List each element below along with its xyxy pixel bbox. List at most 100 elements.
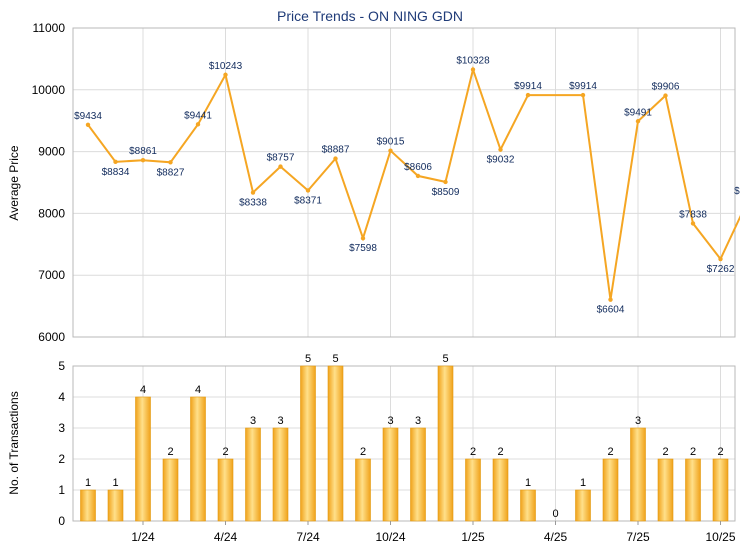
transaction-bar-label: 4 bbox=[140, 384, 146, 396]
price-point bbox=[498, 147, 503, 152]
transaction-bar bbox=[245, 427, 261, 522]
transaction-bar-label: 1 bbox=[525, 477, 531, 489]
price-data-label: $8834 bbox=[102, 167, 130, 178]
transaction-bar-label: 1 bbox=[85, 477, 91, 489]
x-tick-label: 7/25 bbox=[626, 530, 650, 544]
x-tick-label: 1/25 bbox=[461, 530, 485, 544]
price-point bbox=[250, 190, 256, 195]
chart-title: Price Trends - ON NING GDN bbox=[277, 8, 463, 24]
transaction-bar bbox=[272, 427, 289, 522]
transaction-bar-label: 5 bbox=[442, 353, 448, 365]
price-point bbox=[525, 92, 531, 98]
price-y-tick-label: 11000 bbox=[33, 21, 66, 35]
price-data-label: $9434 bbox=[74, 111, 102, 122]
price-point bbox=[305, 188, 311, 193]
price-point bbox=[663, 93, 668, 98]
price-data-label: $9914 bbox=[569, 81, 597, 92]
transaction-bar-label: 2 bbox=[690, 446, 696, 458]
transaction-bar bbox=[217, 458, 234, 522]
price-data-label: $10243 bbox=[209, 61, 243, 72]
price-point bbox=[360, 236, 366, 241]
price-point bbox=[415, 173, 421, 179]
transaction-bar-label: 1 bbox=[580, 477, 586, 489]
price-data-label: $7598 bbox=[349, 243, 377, 254]
price-data-labels: $9434 $8834 $8861$8827 $9441 $10243 $8338 $875… bbox=[74, 56, 740, 316]
price-point bbox=[580, 92, 586, 98]
price-data-label: $8861 bbox=[129, 146, 157, 157]
price-point bbox=[85, 122, 91, 127]
transaction-bar-label: 2 bbox=[497, 446, 503, 458]
price-data-label: $6604 bbox=[597, 305, 625, 316]
price-data-label: $8371 bbox=[294, 195, 322, 206]
price-point bbox=[690, 221, 696, 226]
transaction-bar bbox=[355, 458, 371, 522]
transactions-y-tick-label: 3 bbox=[58, 421, 65, 435]
transaction-bar bbox=[602, 458, 619, 522]
price-y-tick-label: 7000 bbox=[38, 268, 65, 282]
price-point bbox=[113, 159, 118, 165]
price-point bbox=[168, 160, 173, 165]
transaction-bar bbox=[492, 458, 509, 522]
price-data-label: $10328 bbox=[456, 56, 490, 67]
transaction-bar bbox=[575, 489, 591, 522]
transaction-bar bbox=[300, 365, 316, 522]
price-data-label: $8214 bbox=[734, 186, 740, 197]
price-data-label: $9441 bbox=[184, 110, 212, 121]
x-tick-label: 7/24 bbox=[296, 530, 320, 544]
transactions-y-axis-label: No. of Transactions bbox=[7, 391, 21, 494]
price-point bbox=[635, 119, 641, 124]
transaction-bar-label: 2 bbox=[167, 446, 173, 458]
transaction-bar-label: 3 bbox=[277, 415, 283, 427]
price-data-label: $8509 bbox=[432, 187, 460, 198]
transaction-bar bbox=[382, 427, 399, 522]
price-y-tick-label: 8000 bbox=[38, 206, 65, 220]
price-y-tick-label: 6000 bbox=[38, 330, 65, 344]
transactions-x-ticks: 1/24 4/24 7/24 10/24 1/25 4/25 7/25 10/25 bbox=[131, 521, 736, 544]
transactions-y-tick-label: 4 bbox=[58, 390, 65, 404]
price-point bbox=[195, 122, 201, 127]
transaction-bar bbox=[107, 489, 124, 522]
price-data-label: $8757 bbox=[267, 153, 295, 164]
x-tick-label: 1/24 bbox=[131, 530, 155, 544]
transaction-bar-label: 2 bbox=[717, 446, 723, 458]
transaction-bar bbox=[712, 458, 729, 522]
price-point bbox=[223, 72, 228, 77]
price-point bbox=[388, 148, 393, 153]
price-y-tick-label: 9000 bbox=[38, 145, 65, 159]
x-tick-label: 4/25 bbox=[544, 530, 568, 544]
price-point bbox=[443, 179, 448, 185]
price-data-label: $8887 bbox=[322, 145, 350, 156]
price-plot-frame bbox=[72, 27, 736, 338]
price-data-label: $8827 bbox=[157, 167, 185, 178]
transaction-bar-label: 5 bbox=[305, 353, 311, 365]
price-data-label: $9015 bbox=[377, 137, 405, 148]
transaction-bar-label: 2 bbox=[360, 446, 366, 458]
price-point bbox=[333, 156, 338, 161]
transaction-bar bbox=[80, 489, 96, 522]
price-data-label: $7262 bbox=[707, 264, 735, 275]
transaction-bar bbox=[630, 427, 646, 522]
price-data-label: $9032 bbox=[487, 155, 515, 166]
transactions-y-tick-label: 1 bbox=[58, 483, 65, 497]
x-tick-label: 10/24 bbox=[375, 530, 405, 544]
transaction-bar-label: 2 bbox=[662, 446, 668, 458]
price-data-label: $7838 bbox=[679, 209, 707, 220]
transaction-bar bbox=[685, 458, 701, 522]
transaction-bar bbox=[410, 427, 426, 522]
price-y-tick-label: 10000 bbox=[32, 83, 66, 97]
price-y-axis-label: Average Price bbox=[7, 145, 21, 220]
transaction-bar bbox=[657, 458, 674, 522]
transaction-bar-labels: 1 1 4 2 4 2 3 3 5 5 2 3 3 5 2 2 1 0 1 2 3 2 2 2 bbox=[85, 353, 724, 520]
price-data-label: $9491 bbox=[624, 107, 652, 118]
transaction-bar-label: 2 bbox=[607, 446, 613, 458]
x-tick-label: 10/25 bbox=[705, 530, 735, 544]
price-series-line bbox=[87, 65, 740, 300]
transaction-bar bbox=[162, 458, 179, 522]
price-data-label: $9906 bbox=[652, 82, 680, 93]
price-point bbox=[278, 164, 283, 169]
transaction-bar bbox=[437, 365, 454, 522]
price-y-ticks: 6000 7000 8000 9000 10000 11000 bbox=[32, 21, 66, 344]
transactions-y-tick-label: 2 bbox=[58, 452, 65, 466]
transactions-y-tick-label: 0 bbox=[58, 514, 65, 528]
price-data-label: $8606 bbox=[404, 162, 432, 173]
